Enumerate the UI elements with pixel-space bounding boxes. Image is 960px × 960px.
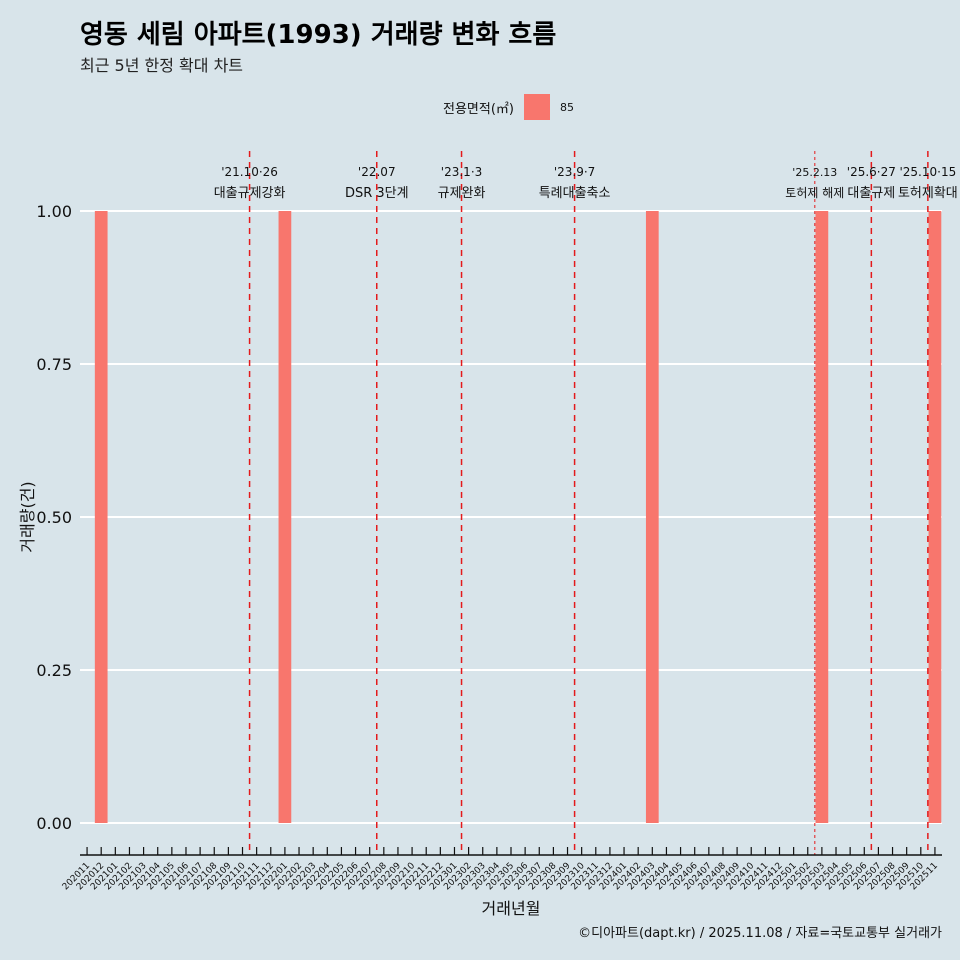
chart-title: 영동 세림 아파트(1993) 거래량 변화 흐름 (80, 20, 557, 50)
bar (645, 211, 659, 823)
event-markers: '21.10·26 대출규제강화 '22.07 DSR 3단계 '23.1·3 규제완화 '… (214, 151, 958, 855)
x-axis-label: 거래년월 (482, 899, 541, 918)
legend-swatch (523, 94, 550, 120)
event-label: 토허제 해제 (785, 186, 844, 200)
event-date: '25.2.13 (792, 166, 837, 179)
caption: ©디아파트(dapt.kr) / 2025.11.08 / 자료=국토교통부 실… (578, 926, 942, 941)
bar (94, 211, 108, 823)
bar (815, 211, 829, 823)
event-date: '25.10·15 (899, 165, 956, 179)
legend-label: 85 (559, 100, 574, 114)
grid (80, 210, 942, 824)
event-date: '23.9·7 (554, 165, 595, 179)
chart-subtitle: 최근 5년 한정 확대 차트 (80, 56, 244, 75)
bars (94, 211, 942, 823)
y-tick-label: 1.00 (36, 202, 72, 221)
y-tick-label: 0.25 (36, 661, 72, 680)
event-label: 대출규제강화 (214, 186, 286, 201)
event-date: '25.6·27 (847, 165, 896, 179)
bar (278, 211, 292, 823)
event-label: 대출규제 (847, 186, 895, 201)
y-tick-label: 0.00 (36, 814, 72, 833)
legend-title: 전용면적(㎡) (443, 101, 514, 117)
y-tick-label: 0.75 (36, 355, 72, 374)
event-label: DSR 3단계 (345, 186, 409, 201)
event-date: '23.1·3 (441, 165, 482, 179)
event-date: '21.10·26 (221, 165, 278, 179)
event-label: 특례대출축소 (539, 186, 611, 201)
event-label: 규제완화 (438, 186, 486, 201)
legend: 전용면적(㎡) 85 (443, 93, 574, 121)
y-axis-label: 거래량(건) (18, 481, 37, 552)
event-date: '22.07 (358, 165, 396, 179)
y-tick-label: 0.50 (36, 508, 72, 527)
bar (928, 211, 942, 823)
x-axis: 2020112020122021012021022021032021042021… (61, 847, 942, 892)
y-axis: 0.00 0.25 0.50 0.75 1.00 (36, 202, 72, 833)
event-label: 토허제확대 (898, 186, 958, 201)
